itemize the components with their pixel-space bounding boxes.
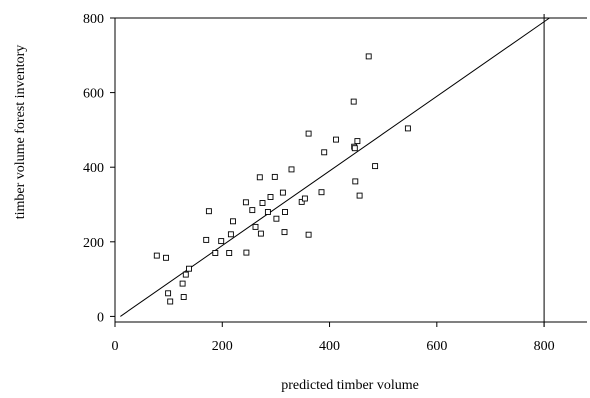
data-point — [350, 98, 357, 105]
data-point — [288, 166, 295, 173]
data-point — [282, 209, 288, 215]
data-point — [372, 163, 379, 170]
data-point — [243, 249, 250, 256]
x-axis-ticks: 0 200 400 600 800 — [112, 322, 555, 354]
data-point — [242, 199, 249, 206]
data-point — [249, 207, 256, 214]
data-point — [259, 200, 266, 206]
plot-frame — [114, 14, 587, 327]
data-point — [153, 252, 160, 259]
x-tick-label: 0 — [112, 339, 119, 354]
data-point — [305, 130, 312, 137]
data-point — [163, 254, 169, 261]
data-point — [226, 250, 233, 256]
x-axis-label: predicted timber volume — [281, 378, 419, 393]
data-point — [212, 250, 219, 256]
data-point — [182, 271, 189, 278]
data-point — [298, 198, 305, 205]
y-tick-label: 0 — [97, 310, 104, 325]
y-tick-label: 200 — [83, 236, 104, 251]
x-tick-label: 400 — [319, 339, 340, 354]
y-axis-label: timber volume forest inventory — [13, 45, 28, 220]
data-point — [179, 280, 186, 287]
data-point — [227, 231, 234, 238]
data-point — [264, 209, 271, 215]
x-tick-label: 600 — [426, 339, 447, 354]
x-tick-label: 200 — [212, 339, 233, 354]
data-point — [351, 145, 358, 152]
x-tick-label: 800 — [534, 339, 555, 354]
data-point — [321, 149, 328, 156]
data-point — [404, 125, 411, 132]
reference-line-group — [120, 17, 550, 317]
data-point — [203, 236, 210, 243]
data-point — [167, 298, 174, 305]
data-points — [153, 53, 411, 305]
y-tick-label: 600 — [83, 87, 104, 102]
data-point — [252, 223, 259, 230]
data-point — [333, 136, 339, 143]
data-point — [318, 189, 325, 196]
data-point — [273, 215, 280, 222]
data-point — [257, 230, 264, 237]
data-point — [256, 174, 263, 181]
data-point — [230, 218, 236, 225]
data-point — [180, 294, 187, 300]
y-axis-ticks: 0 200 400 600 800 — [83, 12, 115, 325]
data-point — [279, 189, 286, 196]
data-point — [301, 195, 308, 202]
y-tick-label: 800 — [83, 12, 104, 27]
data-point — [352, 178, 359, 185]
data-point — [354, 138, 361, 145]
data-point — [218, 238, 225, 245]
data-point — [365, 53, 372, 60]
y-tick-label: 400 — [83, 161, 104, 176]
data-point — [281, 229, 288, 236]
data-point — [356, 192, 363, 199]
data-point — [165, 290, 172, 297]
data-point — [267, 194, 274, 200]
data-point — [205, 208, 212, 215]
data-point — [271, 173, 278, 180]
data-point — [305, 231, 312, 238]
identity-reference-line — [120, 17, 550, 317]
data-point — [186, 265, 192, 272]
